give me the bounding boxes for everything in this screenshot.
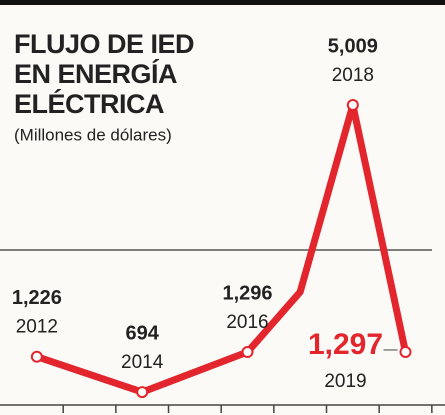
point: [399, 345, 412, 358]
point: [346, 98, 359, 111]
point: [136, 386, 149, 399]
value-label: 1,226: [12, 287, 62, 309]
x-label: 2016: [226, 312, 268, 333]
x-label: 2018: [332, 65, 374, 86]
point: [30, 350, 43, 363]
value-label: 5,009: [328, 35, 378, 57]
point: [241, 346, 254, 359]
title-line: EN ENERGÍA: [14, 58, 177, 89]
top-rule: [0, 0, 445, 5]
line: [35, 101, 409, 396]
value-label: 1,296: [222, 282, 272, 304]
title-line: ELÉCTRICA: [14, 88, 164, 119]
value-label: 1,297: [308, 328, 383, 361]
x-label: 2014: [121, 352, 164, 373]
x-label: 2019: [324, 371, 366, 392]
subtitle: (Millones de dólares): [14, 125, 172, 144]
x-label: 2012: [16, 317, 58, 338]
title-line: FLUJO DE IED: [14, 29, 194, 59]
value-label: 694: [126, 322, 160, 344]
